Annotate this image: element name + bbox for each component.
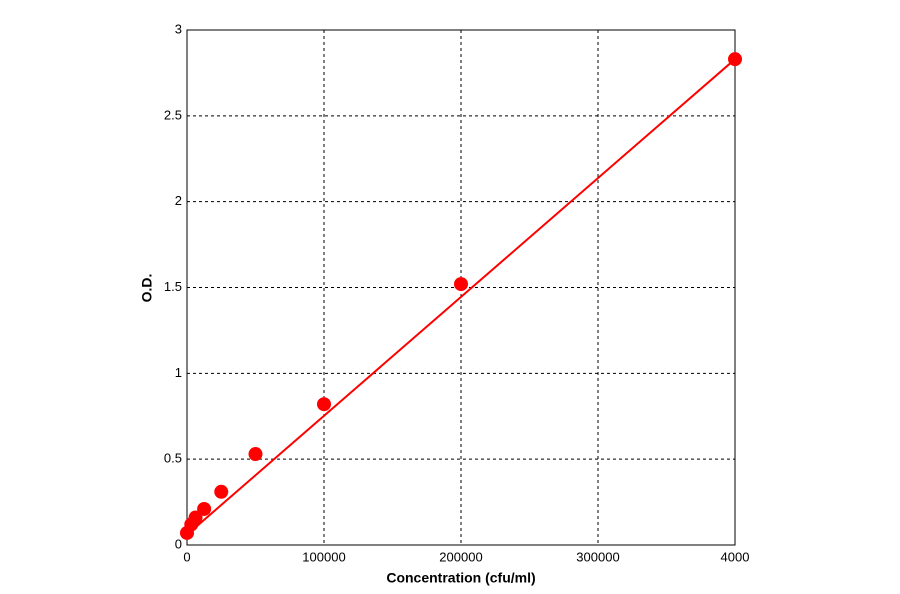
fit-line — [186, 58, 736, 536]
y-tick-label: 1 — [175, 365, 182, 380]
point — [197, 501, 212, 516]
point — [728, 52, 742, 67]
x-tick-label: 100000 — [302, 549, 345, 564]
y-tick-label: 2 — [175, 193, 182, 208]
x-axis-label: Concentration (cfu/ml) — [386, 570, 535, 586]
point — [188, 510, 203, 525]
y-tick-label: 0.5 — [164, 451, 182, 466]
y-tick-label: 1.5 — [164, 279, 182, 294]
x-tick-label: 0 — [183, 549, 190, 564]
y-axis-label: O.D. — [139, 274, 155, 303]
y-tick-label: 2.5 — [164, 107, 182, 122]
y-tick-label: 3 — [175, 21, 182, 36]
point — [454, 277, 468, 292]
point — [248, 447, 263, 462]
y-tick-label: 0 — [175, 536, 182, 551]
point — [317, 397, 331, 412]
x-tick-label: 300000 — [576, 549, 619, 564]
point — [214, 484, 229, 499]
x-tick-label: 200000 — [439, 549, 482, 564]
x-tick-label: 4000 — [721, 549, 750, 564]
plot-frame — [186, 29, 736, 546]
